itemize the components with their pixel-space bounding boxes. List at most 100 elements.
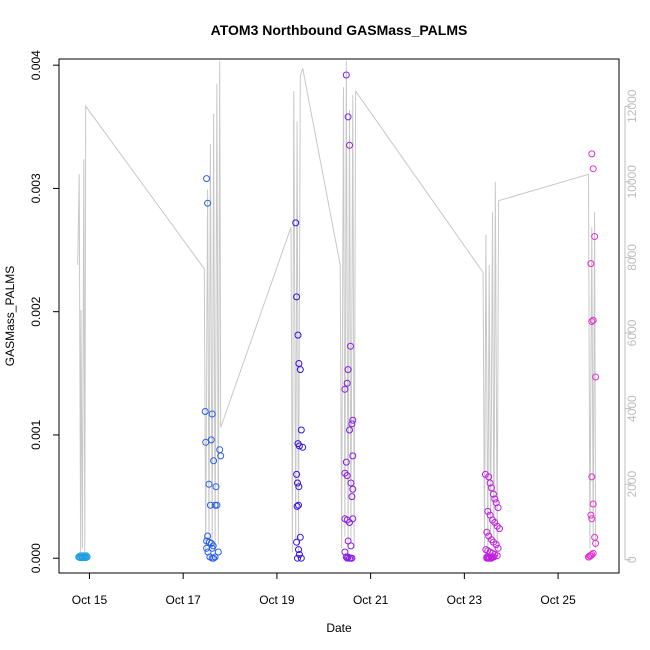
data-point bbox=[206, 501, 214, 509]
plot-frame bbox=[58, 58, 620, 574]
data-point bbox=[486, 479, 494, 487]
data-point bbox=[588, 473, 596, 481]
data-point bbox=[294, 554, 301, 562]
y-tick-label: 0.000 bbox=[29, 543, 43, 573]
data-point bbox=[202, 438, 210, 446]
data-point bbox=[588, 515, 596, 523]
data-point bbox=[297, 426, 305, 434]
y-tick-label: 0.002 bbox=[29, 296, 43, 326]
data-point bbox=[293, 470, 301, 478]
data-point bbox=[347, 479, 355, 487]
data-point bbox=[343, 554, 351, 562]
x-tick-label: Oct 15 bbox=[72, 593, 108, 607]
data-point bbox=[205, 480, 213, 488]
data-point bbox=[341, 469, 349, 477]
data-point bbox=[592, 539, 600, 547]
data-point bbox=[341, 548, 349, 556]
data-point bbox=[349, 515, 357, 523]
data-point bbox=[208, 410, 216, 418]
data-point bbox=[343, 472, 351, 480]
data-point bbox=[299, 443, 307, 451]
data-point bbox=[342, 458, 350, 466]
data-point bbox=[295, 551, 303, 558]
data-point bbox=[293, 293, 301, 301]
data-point bbox=[588, 150, 596, 158]
data-point bbox=[496, 525, 503, 533]
data-point bbox=[591, 233, 599, 240]
data-point bbox=[587, 511, 595, 519]
y-tick-label: 0.003 bbox=[29, 173, 43, 203]
data-point bbox=[205, 538, 213, 546]
data-point bbox=[589, 165, 597, 173]
x-tick-label: Oct 25 bbox=[540, 593, 576, 607]
data-point bbox=[210, 554, 218, 562]
data-point bbox=[349, 452, 357, 460]
data-point bbox=[217, 452, 225, 460]
data-point bbox=[204, 532, 212, 540]
data-point bbox=[589, 500, 597, 508]
data-point bbox=[347, 542, 355, 550]
data-point bbox=[292, 219, 300, 227]
chart-title: ATOM3 Northbound GASMass_PALMS bbox=[211, 22, 468, 38]
data-point bbox=[295, 546, 302, 554]
data-point bbox=[348, 493, 356, 501]
data-point bbox=[589, 316, 597, 324]
data-point bbox=[203, 175, 211, 183]
data-point bbox=[201, 408, 209, 415]
secondary-y-tick-label: 4000 bbox=[625, 395, 639, 422]
x-tick-label: Oct 17 bbox=[166, 593, 202, 607]
x-tick-label: Oct 23 bbox=[447, 593, 483, 607]
data-point bbox=[494, 504, 502, 512]
secondary-y-tick-label: 2000 bbox=[625, 471, 639, 498]
x-tick-label: Oct 19 bbox=[259, 593, 295, 607]
data-point bbox=[587, 260, 595, 268]
data-point bbox=[295, 501, 302, 509]
data-point bbox=[484, 507, 492, 515]
data-point bbox=[347, 342, 354, 350]
data-point bbox=[342, 71, 350, 79]
data-point bbox=[294, 479, 301, 487]
data-point bbox=[585, 553, 592, 561]
data-point bbox=[488, 484, 495, 492]
data-point bbox=[349, 416, 357, 424]
data-point bbox=[297, 554, 305, 562]
data-point bbox=[211, 501, 219, 509]
data-point bbox=[344, 113, 352, 121]
data-point bbox=[347, 554, 355, 562]
data-point bbox=[207, 436, 215, 444]
data-point bbox=[341, 385, 349, 393]
data-point bbox=[210, 457, 218, 465]
data-point bbox=[293, 502, 301, 510]
data-point bbox=[203, 544, 211, 552]
data-point bbox=[82, 554, 90, 562]
data-point bbox=[80, 554, 88, 562]
y-tick-label: 0.001 bbox=[29, 420, 43, 450]
points-layer bbox=[75, 71, 600, 562]
secondary-y-tick-label: 0 bbox=[625, 556, 639, 563]
data-point bbox=[483, 528, 491, 536]
y-tick-label: 0.004 bbox=[29, 50, 43, 80]
secondary-y-tick-label: 8000 bbox=[625, 244, 639, 271]
data-point bbox=[343, 379, 351, 387]
data-point bbox=[592, 373, 600, 381]
data-point bbox=[493, 522, 501, 530]
data-point bbox=[296, 533, 304, 541]
altitude-line bbox=[77, 60, 597, 553]
secondary-y-tick-label: 10000 bbox=[625, 165, 639, 199]
data-point bbox=[349, 485, 357, 493]
data-point bbox=[293, 538, 301, 546]
data-point bbox=[489, 490, 497, 498]
data-point bbox=[214, 548, 222, 556]
data-point bbox=[346, 426, 353, 434]
data-point bbox=[489, 553, 496, 561]
data-point bbox=[588, 318, 596, 325]
secondary-y-tick-label: 6000 bbox=[625, 319, 639, 346]
data-point bbox=[491, 519, 499, 526]
data-point bbox=[211, 553, 219, 561]
x-axis-label: Date bbox=[326, 621, 352, 635]
data-point bbox=[294, 331, 302, 339]
data-point bbox=[295, 483, 303, 491]
data-point bbox=[344, 366, 352, 374]
data-point bbox=[591, 533, 599, 541]
